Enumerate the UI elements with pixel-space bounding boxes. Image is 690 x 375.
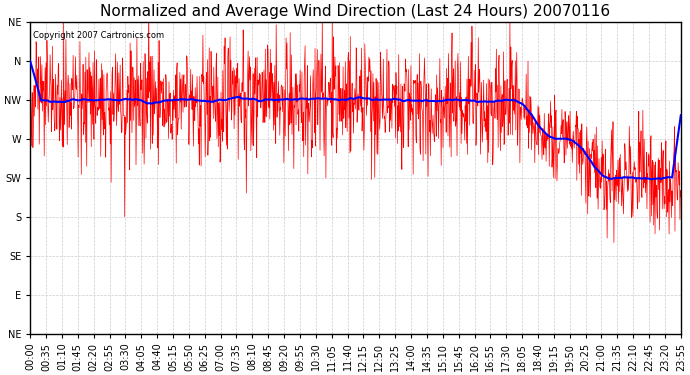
- Text: Copyright 2007 Cartronics.com: Copyright 2007 Cartronics.com: [33, 31, 165, 40]
- Title: Normalized and Average Wind Direction (Last 24 Hours) 20070116: Normalized and Average Wind Direction (L…: [101, 4, 611, 19]
